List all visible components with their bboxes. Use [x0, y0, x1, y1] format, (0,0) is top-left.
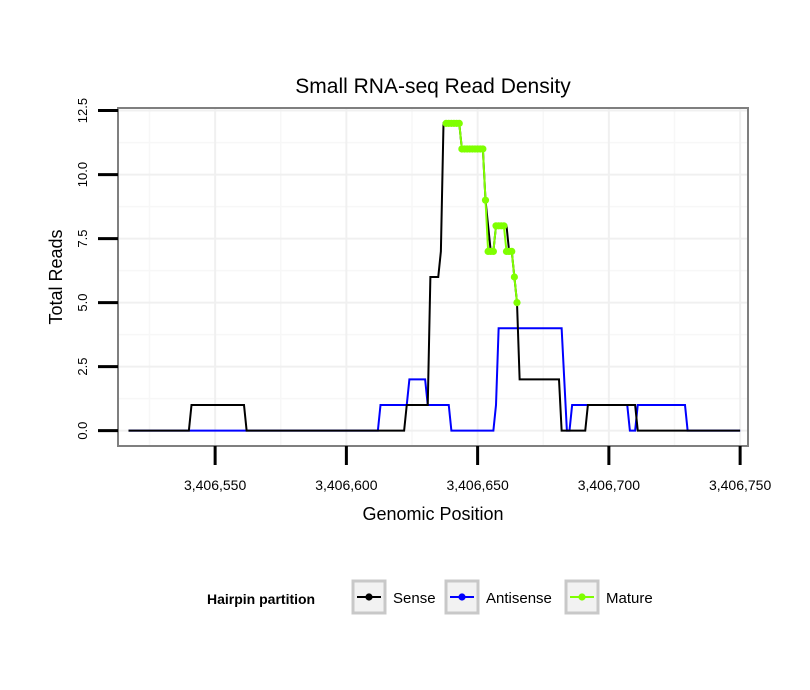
- series-antisense-line: [128, 327, 741, 432]
- legend-label-mature: Mature: [606, 590, 653, 607]
- mature-point: [508, 247, 516, 255]
- mature-point: [481, 196, 490, 204]
- x-tick-label: 3,406,700: [578, 477, 640, 493]
- series-layer: [128, 119, 741, 432]
- legend-item-sense: Sense: [351, 579, 436, 615]
- y-tick-label: 0.0: [75, 422, 90, 440]
- x-tick-label: 3,406,550: [184, 477, 246, 493]
- y-axis-label: Total Reads: [46, 229, 66, 324]
- mature-point: [489, 247, 497, 255]
- mature-point: [500, 222, 508, 230]
- x-tick-label: 3,406,750: [709, 477, 771, 493]
- y-tick-label: 10.0: [75, 162, 90, 187]
- y-tick-label: 7.5: [75, 230, 90, 248]
- legend-label-sense: Sense: [393, 590, 436, 607]
- axis-ticks: 0.0 2.5 5.0 7.5 10.0 12.5 3,406,550 3,406,600 3,…: [75, 98, 771, 493]
- legend-item-antisense: Antisense: [444, 579, 552, 615]
- chart-title: Small RNA-seq Read Density: [295, 75, 571, 98]
- legend-item-mature: Mature: [564, 579, 653, 615]
- x-tick-label: 3,406,650: [446, 477, 508, 493]
- mature-point: [513, 299, 521, 307]
- x-axis-label: Genomic Position: [362, 504, 503, 524]
- legend-title: Hairpin partition: [207, 591, 315, 607]
- legend: Hairpin partition Sense Antisense Mature: [207, 579, 653, 615]
- y-tick-label: 2.5: [75, 358, 90, 376]
- mature-point: [510, 273, 518, 281]
- y-tick-label: 5.0: [75, 294, 90, 312]
- mature-point: [479, 145, 487, 153]
- legend-key-point: [578, 593, 586, 601]
- mature-point: [455, 119, 463, 127]
- legend-label-antisense: Antisense: [486, 590, 552, 607]
- legend-key-point: [365, 593, 373, 601]
- panel-border: [117, 107, 749, 447]
- y-tick-label: 12.5: [75, 98, 90, 123]
- x-tick-label: 3,406,600: [315, 477, 377, 493]
- grid-lines: [118, 108, 748, 446]
- legend-key-point: [458, 593, 466, 601]
